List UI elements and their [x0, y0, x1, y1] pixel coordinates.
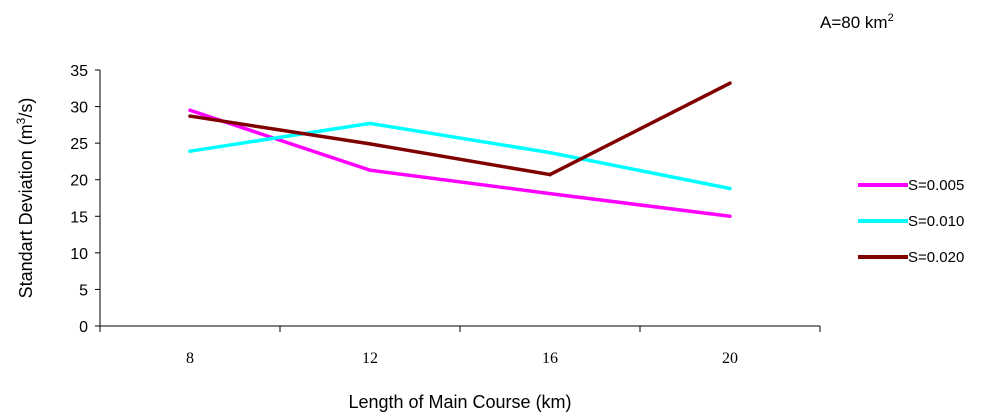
legend-label: S=0.020: [908, 249, 964, 266]
y-tick-label: 15: [70, 209, 88, 226]
y-tick-label: 5: [79, 282, 88, 299]
legend-label: S=0.005: [908, 177, 964, 194]
legend: S=0.005 S=0.010 S=0.020: [858, 177, 964, 266]
y-axis-title: Standart Deviation (m3/s): [14, 98, 36, 299]
series-line-s-0-010: [189, 121, 731, 191]
legend-label: S=0.010: [908, 213, 964, 230]
data-point: [548, 150, 552, 155]
data-point: [548, 191, 552, 196]
area-annotation: A=80 km2: [820, 12, 894, 32]
y-tick-label: 30: [70, 100, 88, 117]
x-axis-title: Length of Main Course (km): [348, 392, 571, 412]
x-tick-label: 16: [542, 350, 558, 367]
data-point: [188, 149, 192, 153]
y-axis-ticks: 0 5 10 15 20 25 30 35: [70, 63, 100, 336]
y-tick-label: 10: [70, 246, 88, 263]
x-tick-label: 12: [362, 350, 378, 367]
series-line-s-0-020: [189, 81, 731, 177]
series-lines: [188, 81, 732, 219]
data-point: [188, 114, 192, 118]
data-point: [368, 121, 372, 126]
series-line-s-0-005: [189, 108, 731, 219]
data-point: [368, 168, 372, 172]
area-annotation-text: A=80 km: [820, 13, 888, 32]
y-tick-label: 35: [70, 63, 88, 80]
x-tick-label: 8: [186, 350, 194, 367]
y-axis-title-post: /s): [16, 98, 36, 118]
data-point: [728, 81, 732, 85]
data-point: [548, 172, 552, 177]
area-annotation-superscript: 2: [888, 12, 894, 24]
data-point: [188, 108, 192, 112]
x-axis-ticks: 8 12 16 20: [99, 326, 821, 367]
y-axis-title-pre: Standart Deviation (m: [16, 124, 36, 298]
y-tick-label: 0: [79, 319, 88, 336]
x-tick-label: 20: [722, 350, 738, 367]
y-tick-label: 20: [70, 173, 88, 190]
y-axis-title-sup: 3: [14, 117, 28, 124]
data-point: [368, 142, 372, 146]
data-point: [728, 186, 732, 191]
data-point: [728, 214, 732, 219]
y-tick-label: 25: [70, 136, 88, 153]
